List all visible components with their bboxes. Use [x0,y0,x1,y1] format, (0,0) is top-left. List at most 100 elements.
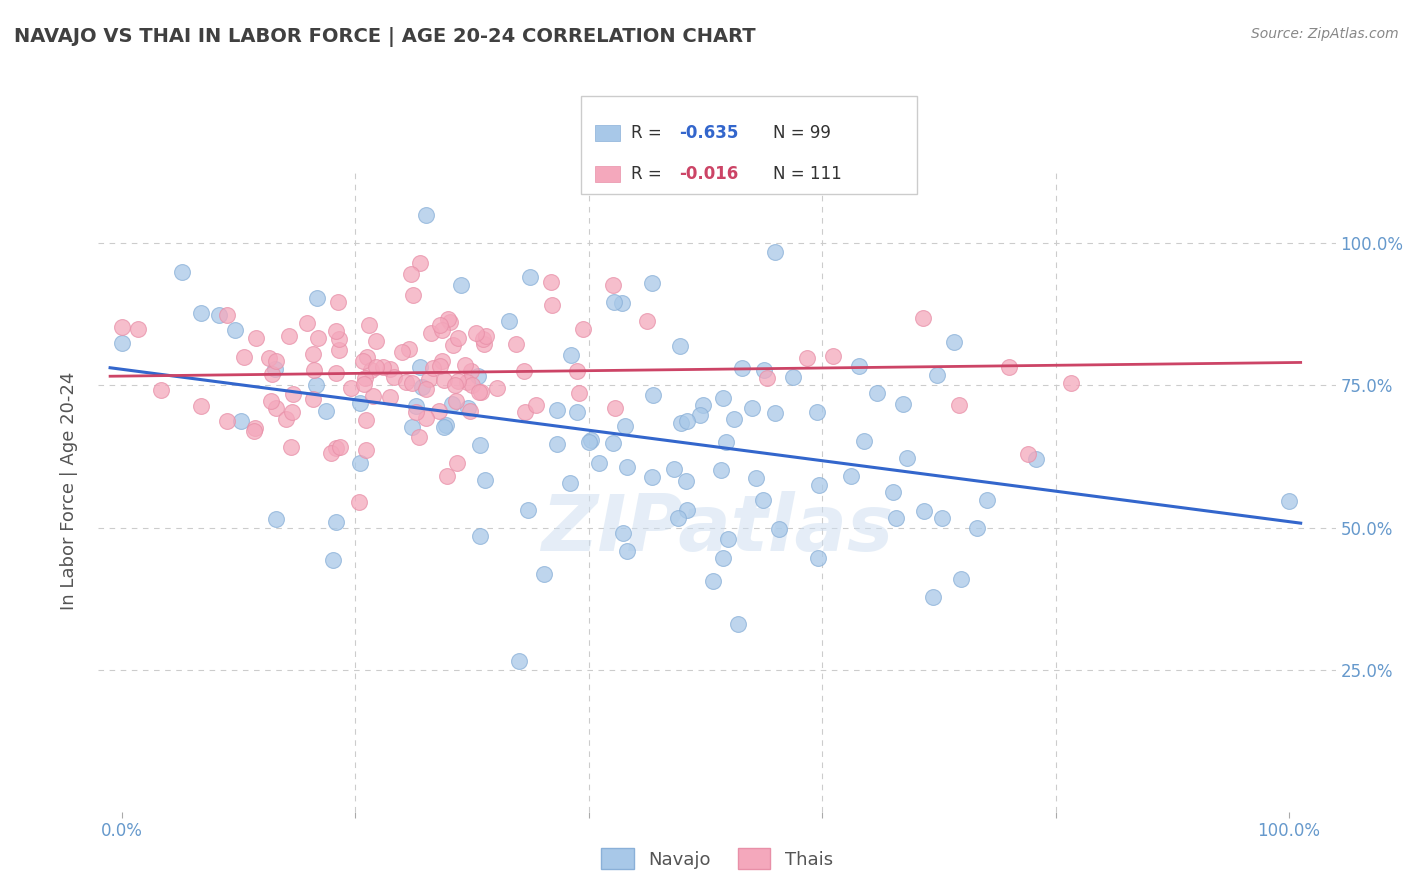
Point [1017,447,1039,461]
Point [711,550,734,565]
Point [602,278,624,293]
Point [666,510,689,524]
Point [441,338,464,352]
Point [322,553,344,567]
Point [912,311,935,326]
Point [839,468,862,483]
Point [409,256,432,270]
Point [882,485,904,500]
Point [371,360,394,375]
Point [546,403,568,417]
Point [669,416,692,430]
Point [468,438,491,452]
Point [356,413,378,427]
Point [127,322,149,336]
Point [756,371,779,385]
Point [1024,452,1046,467]
Point [149,383,172,397]
Point [325,324,347,338]
Point [763,244,786,259]
Point [636,314,658,328]
Point [111,336,134,351]
Point [281,386,304,401]
Point [444,378,467,392]
Point [472,332,495,346]
Point [418,372,440,386]
Point [382,370,405,384]
Point [998,359,1021,374]
Point [454,358,477,372]
Point [752,363,775,377]
Point [305,291,328,305]
Point [768,521,790,535]
Point [714,434,737,449]
Point [711,391,734,405]
Point [450,278,472,293]
Point [931,511,953,525]
Point [458,404,481,418]
Point [190,306,212,320]
Point [391,344,413,359]
Point [446,331,468,345]
Point [572,321,595,335]
Point [432,420,454,434]
Point [229,414,252,428]
Point [821,349,844,363]
Point [349,396,371,410]
Point [807,551,830,566]
Point [360,363,382,377]
Point [215,413,238,427]
Point [295,316,318,330]
Point [517,503,540,517]
Point [763,406,786,420]
Point [457,401,479,415]
Point [641,277,664,291]
Point [467,385,489,400]
Point [398,342,420,356]
Point [848,359,870,373]
Point [605,401,627,415]
Point [347,494,370,508]
Point [361,390,384,404]
Point [505,337,527,351]
Point [588,456,610,470]
Text: N = 99: N = 99 [773,124,831,142]
Point [641,388,664,402]
Point [472,337,495,351]
Point [280,440,302,454]
Point [710,463,733,477]
Point [731,361,754,376]
Point [866,386,889,401]
Point [925,368,948,382]
Point [465,326,488,340]
Point [723,411,745,425]
Point [616,460,638,475]
Point [353,377,375,392]
Point [429,359,451,373]
Point [540,276,562,290]
Point [891,397,914,411]
Point [378,390,401,404]
Point [433,373,456,387]
Text: -0.016: -0.016 [679,165,738,183]
Point [717,533,740,547]
Point [447,375,470,389]
Point [430,323,453,337]
Point [461,378,484,392]
Text: NAVAJO VS THAI IN LABOR FORCE | AGE 20-24 CORRELATION CHART: NAVAJO VS THAI IN LABOR FORCE | AGE 20-2… [14,27,755,46]
Point [422,361,444,376]
Point [349,456,371,470]
Point [408,429,430,443]
Text: R =: R = [631,165,668,183]
Point [264,401,287,416]
Point [460,364,482,378]
Point [806,405,828,419]
Point [456,375,478,389]
Point [948,398,970,412]
Point [976,493,998,508]
Point [354,443,377,458]
Point [305,377,328,392]
Point [474,473,496,487]
Point [243,421,266,435]
Point [395,375,418,389]
